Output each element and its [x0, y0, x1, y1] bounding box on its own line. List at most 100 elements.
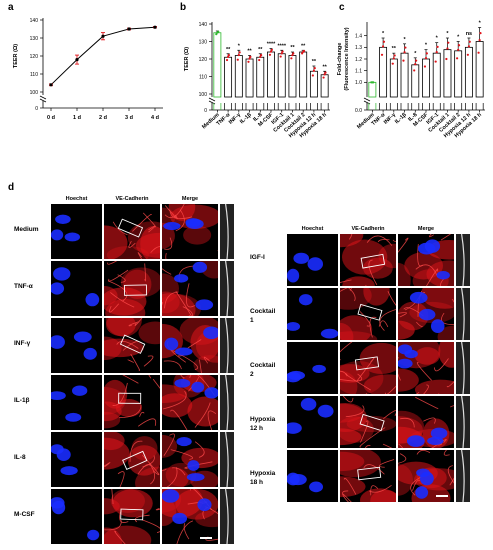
junction-stain — [119, 511, 129, 523]
junction-stain — [130, 353, 141, 371]
junction-stain — [446, 381, 454, 388]
zoom-junction — [461, 234, 465, 286]
zoom-junction — [461, 342, 465, 394]
roi-box — [357, 303, 383, 321]
nucleus — [417, 242, 436, 255]
nucleus — [430, 319, 445, 333]
cell-body — [104, 411, 121, 429]
nucleus — [409, 291, 428, 304]
cell-body — [110, 489, 146, 513]
nucleus — [203, 326, 218, 340]
bar — [411, 64, 420, 98]
nucleus — [427, 436, 444, 446]
micrograph-vecadherin-left-1 — [104, 261, 160, 316]
micrograph-hoechst-left-1 — [51, 261, 102, 316]
junction-stain — [148, 375, 152, 379]
roi-box — [359, 413, 385, 432]
junction-stain — [107, 280, 128, 302]
significance-label: ns — [466, 31, 472, 37]
junction-stain — [431, 438, 447, 448]
y-tick-label: 140 — [199, 22, 208, 28]
cell-body — [104, 527, 122, 544]
micrograph-hoechst-left-5 — [51, 489, 102, 544]
junction-stain — [379, 459, 395, 468]
header-hoechst-right: Hoechst — [301, 226, 324, 232]
bar — [299, 51, 308, 98]
zoom-junction — [225, 261, 229, 316]
replicate-point — [268, 53, 272, 56]
y-tick-label: 100 — [199, 92, 208, 98]
junction-stain — [440, 234, 452, 241]
junction-stain — [188, 376, 199, 392]
nucleus — [398, 344, 413, 355]
micrograph-merge-left-4 — [162, 432, 218, 487]
junction-stain — [163, 360, 182, 370]
cell-body — [340, 476, 366, 498]
micrograph-zoom-left-5 — [220, 489, 234, 544]
junction-stain — [398, 453, 407, 464]
roi-box — [118, 392, 142, 404]
junction-stain — [164, 205, 178, 219]
junction-stain — [137, 418, 157, 427]
cell-body — [175, 489, 218, 520]
junction-stain — [104, 520, 122, 531]
nucleus — [406, 435, 425, 447]
cell-body — [340, 315, 373, 340]
cell-body — [104, 379, 128, 409]
nucleus — [164, 337, 179, 351]
replicate-point — [466, 53, 469, 56]
bar — [422, 58, 430, 98]
zoom-background — [220, 375, 234, 430]
replicate-point — [435, 51, 438, 54]
junction-stain — [342, 493, 352, 502]
roi-box — [360, 253, 386, 269]
nucleus — [65, 412, 82, 422]
junction-stain — [142, 455, 155, 468]
micrograph-vecadherin-left-0 — [104, 204, 160, 259]
nucleus — [51, 282, 65, 295]
cell-body — [437, 325, 454, 340]
x-tick-label: 4 d — [151, 115, 159, 121]
zoom-background — [456, 342, 470, 394]
micrograph-vecadherin-left-5 — [104, 489, 160, 544]
cell-body — [340, 234, 364, 248]
bar — [389, 58, 398, 98]
micrograph-zoom-left-2 — [220, 318, 234, 373]
row-label-right-0: IGF-I — [250, 254, 265, 261]
micrograph-merge-right-1 — [398, 288, 454, 340]
junction-stain — [141, 519, 160, 533]
cell-body — [398, 262, 411, 286]
nucleus — [163, 222, 181, 231]
replicate-point — [403, 51, 406, 54]
replicate-point — [424, 56, 428, 60]
x-tick-label: IL-8 — [407, 112, 418, 123]
replicate-point — [415, 59, 418, 62]
nucleus — [87, 529, 100, 541]
junction-stain — [155, 508, 160, 511]
y-tick-label: 0 — [204, 108, 207, 114]
y-tick-label: 110 — [199, 74, 207, 80]
micrograph-hoechst-right-3 — [287, 396, 338, 448]
zoom-background — [220, 261, 234, 316]
junction-stain — [165, 252, 167, 259]
micrograph-hoechst-left-0 — [51, 204, 102, 259]
y-tick-label: 130 — [30, 36, 39, 42]
bar — [309, 70, 318, 98]
bar — [234, 55, 243, 98]
bar — [256, 56, 265, 98]
significance-label: * — [425, 43, 428, 49]
replicate-point — [436, 45, 439, 48]
scale-bar — [200, 537, 212, 539]
nucleus — [317, 404, 334, 418]
junction-stain — [170, 449, 194, 460]
nucleus — [186, 473, 205, 482]
micrograph-background — [287, 342, 338, 394]
junction-stain — [183, 523, 190, 540]
junction-stain — [144, 263, 146, 282]
replicate-point — [457, 44, 461, 47]
micrograph-zoom-right-1 — [456, 288, 470, 340]
junction-stain — [143, 355, 154, 367]
nucleus — [191, 381, 205, 393]
nucleus — [175, 347, 193, 356]
replicate-point — [323, 73, 326, 76]
